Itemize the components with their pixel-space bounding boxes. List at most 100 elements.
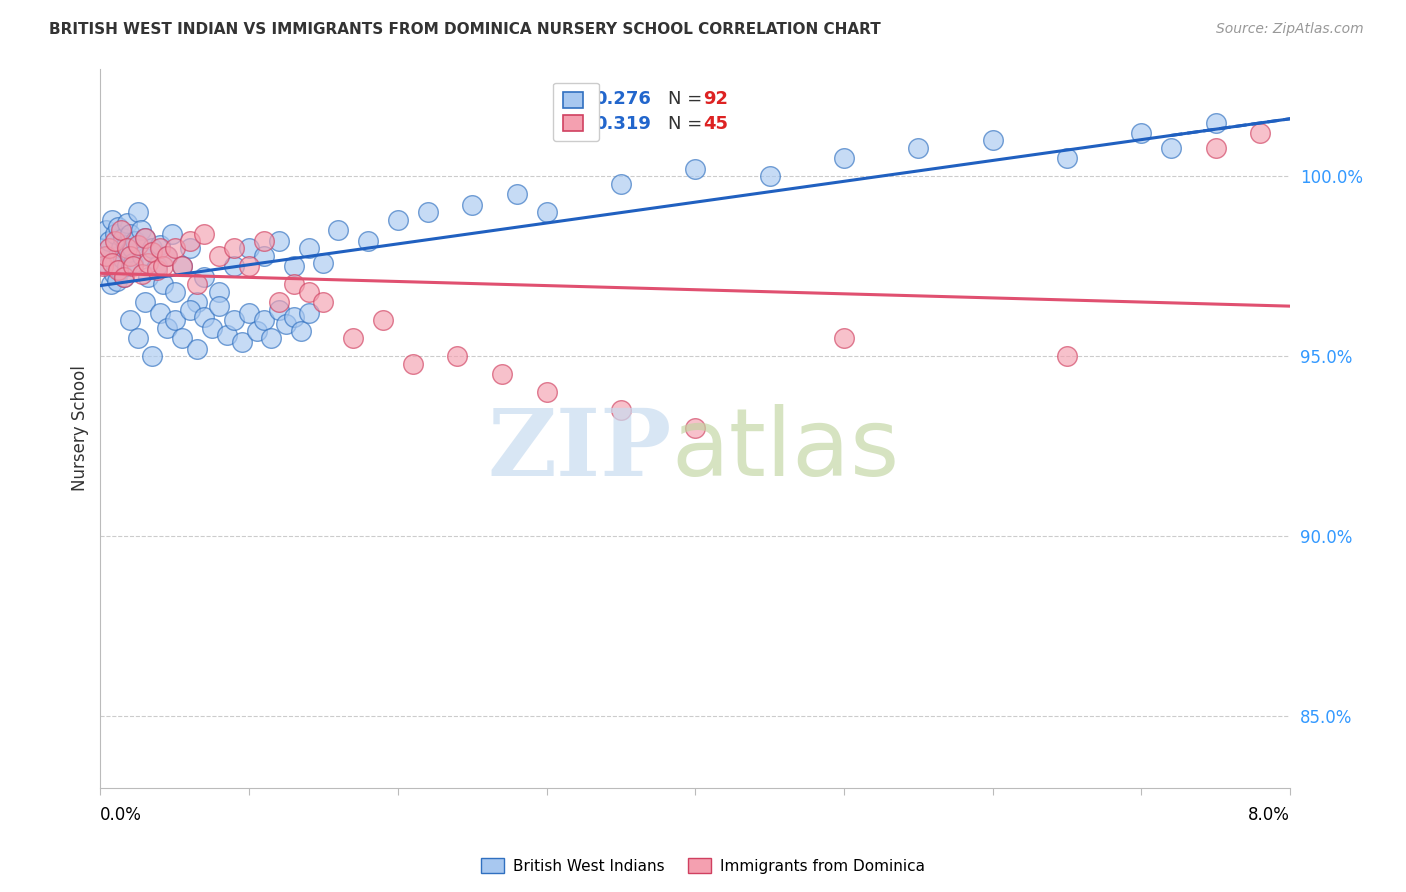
Point — [245, 324, 267, 338]
Point — [107, 219, 129, 234]
Point — [193, 310, 215, 324]
Point — [152, 260, 174, 274]
Point — [110, 242, 132, 256]
Point — [127, 238, 149, 252]
Point — [121, 242, 143, 256]
Point — [152, 277, 174, 292]
Point — [832, 152, 855, 166]
Point — [129, 223, 152, 237]
Point — [193, 270, 215, 285]
Point — [402, 357, 425, 371]
Point — [97, 260, 120, 274]
Point — [160, 227, 183, 241]
Point — [387, 212, 409, 227]
Point — [179, 234, 201, 248]
Point — [907, 141, 929, 155]
Point — [141, 242, 163, 256]
Point — [156, 249, 179, 263]
Point — [238, 306, 260, 320]
Point — [172, 260, 194, 274]
Point — [758, 169, 780, 184]
Legend: , : , — [554, 83, 599, 141]
Point — [112, 270, 135, 285]
Point — [105, 274, 128, 288]
Point — [238, 242, 260, 256]
Point — [120, 313, 142, 327]
Point — [312, 256, 335, 270]
Point — [238, 260, 260, 274]
Point — [297, 306, 319, 320]
Point — [107, 263, 129, 277]
Y-axis label: Nursery School: Nursery School — [72, 366, 89, 491]
Point — [104, 227, 127, 241]
Text: Source: ZipAtlas.com: Source: ZipAtlas.com — [1216, 22, 1364, 37]
Text: 0.319: 0.319 — [595, 115, 651, 133]
Text: atlas: atlas — [672, 404, 900, 496]
Point — [163, 313, 186, 327]
Point — [111, 230, 134, 244]
Point — [267, 295, 290, 310]
Text: 92: 92 — [703, 90, 728, 108]
Point — [172, 331, 194, 345]
Point — [110, 223, 132, 237]
Point — [98, 234, 121, 248]
Point — [131, 267, 153, 281]
Point — [267, 302, 290, 317]
Point — [253, 249, 276, 263]
Point — [98, 242, 121, 256]
Point — [114, 238, 136, 252]
Point — [506, 187, 529, 202]
Point — [134, 230, 156, 244]
Point — [208, 299, 231, 313]
Point — [297, 242, 319, 256]
Point — [328, 223, 350, 237]
Point — [461, 198, 484, 212]
Point — [94, 249, 117, 263]
Point — [276, 317, 298, 331]
Text: 0.276: 0.276 — [595, 90, 651, 108]
Text: 8.0%: 8.0% — [1249, 806, 1291, 824]
Point — [1205, 115, 1227, 129]
Point — [1056, 350, 1078, 364]
Point — [283, 260, 305, 274]
Point — [186, 343, 208, 357]
Point — [253, 234, 276, 248]
Point — [101, 256, 124, 270]
Point — [297, 285, 319, 299]
Point — [111, 252, 134, 267]
Point — [172, 260, 194, 274]
Text: 45: 45 — [703, 115, 728, 133]
Point — [156, 249, 179, 263]
Text: R =: R = — [558, 115, 598, 133]
Point — [91, 260, 114, 274]
Point — [149, 238, 172, 252]
Point — [208, 285, 231, 299]
Point — [101, 212, 124, 227]
Point — [683, 162, 706, 177]
Point — [96, 223, 118, 237]
Point — [267, 234, 290, 248]
Point — [146, 263, 169, 277]
Point — [1249, 126, 1271, 140]
Point — [981, 134, 1004, 148]
Point — [141, 245, 163, 260]
Point — [1056, 152, 1078, 166]
Point — [136, 256, 159, 270]
Point — [112, 270, 135, 285]
Point — [231, 334, 253, 349]
Point — [104, 256, 127, 270]
Point — [117, 245, 139, 260]
Point — [134, 230, 156, 244]
Point — [208, 249, 231, 263]
Point — [179, 242, 201, 256]
Text: 0.0%: 0.0% — [100, 806, 142, 824]
Point — [446, 350, 468, 364]
Point — [491, 368, 513, 382]
Point — [283, 310, 305, 324]
Point — [122, 260, 145, 274]
Point — [107, 249, 129, 263]
Point — [127, 331, 149, 345]
Point — [115, 260, 138, 274]
Point — [163, 242, 186, 256]
Point — [100, 277, 122, 292]
